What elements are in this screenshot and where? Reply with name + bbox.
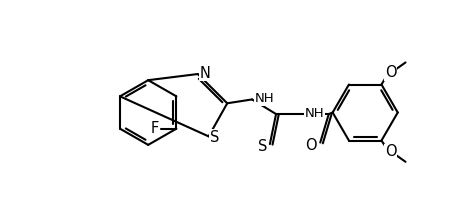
- Text: NH: NH: [305, 107, 324, 120]
- Text: O: O: [305, 138, 316, 153]
- Text: O: O: [385, 65, 397, 80]
- Text: O: O: [385, 144, 397, 159]
- Text: S: S: [210, 130, 220, 145]
- Text: F: F: [151, 121, 159, 136]
- Text: N: N: [199, 66, 210, 81]
- Text: S: S: [258, 139, 267, 154]
- Text: NH: NH: [255, 92, 275, 105]
